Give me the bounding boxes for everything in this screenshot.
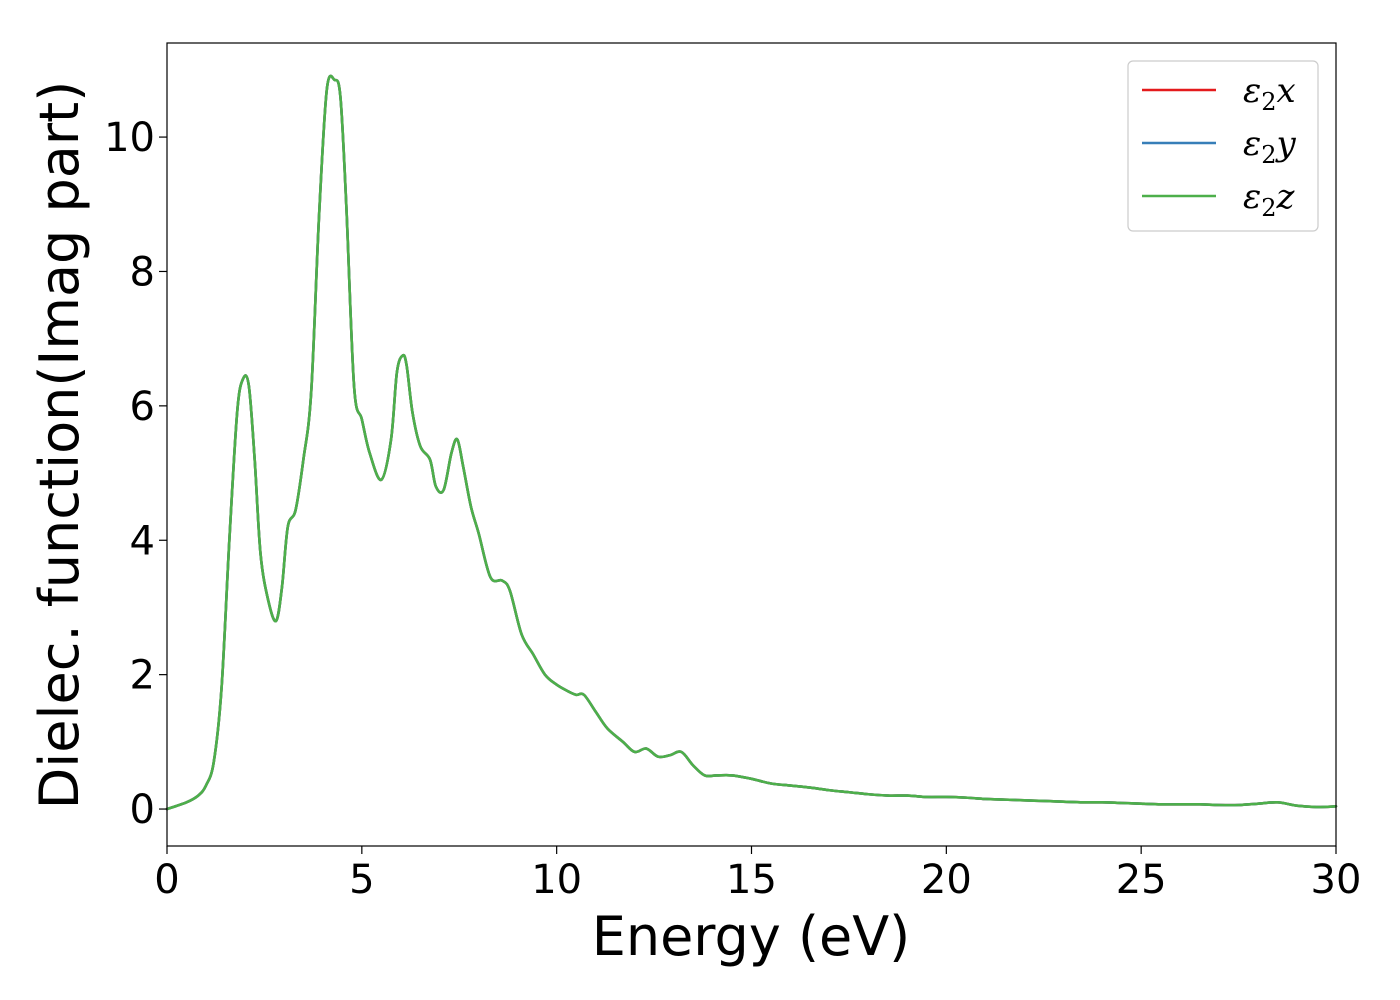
x-tick-label: 5 bbox=[349, 857, 374, 903]
legend-component: y bbox=[1275, 124, 1297, 164]
legend-component: z bbox=[1276, 177, 1296, 217]
legend-subscript: 2 bbox=[1261, 194, 1276, 222]
x-tick-label: 30 bbox=[1311, 857, 1362, 903]
legend-component: x bbox=[1277, 71, 1296, 111]
legend-label-x: ε2x bbox=[1243, 71, 1296, 116]
x-tick-label: 10 bbox=[531, 857, 582, 903]
legend-frame bbox=[1127, 60, 1319, 232]
x-axis-label: Energy (eV) bbox=[592, 905, 911, 968]
y-tick-label: 6 bbox=[130, 384, 155, 430]
y-tick-label: 4 bbox=[130, 518, 155, 564]
legend-subscript: 2 bbox=[1261, 141, 1276, 169]
y-axis-label: Dielec. function(Imag part) bbox=[28, 81, 91, 810]
series-line-z bbox=[165, 74, 1338, 811]
legend-symbol: ε bbox=[1243, 71, 1261, 111]
legend-label-y: ε2y bbox=[1243, 124, 1297, 169]
y-tick-label: 8 bbox=[130, 249, 155, 295]
legend-symbol: ε bbox=[1243, 124, 1261, 164]
x-tick-label: 25 bbox=[1116, 857, 1167, 903]
x-tick-label: 0 bbox=[154, 857, 179, 903]
x-tick-label: 20 bbox=[921, 857, 972, 903]
y-tick-label: 2 bbox=[130, 653, 155, 699]
x-axis: 0 5 10 15 20 25 30 bbox=[154, 846, 1361, 903]
y-axis: 0 2 4 6 8 10 bbox=[104, 115, 167, 833]
legend-subscript: 2 bbox=[1261, 88, 1276, 116]
legend-label-z: ε2z bbox=[1243, 177, 1296, 222]
y-tick-label: 0 bbox=[130, 787, 155, 833]
series-layer bbox=[165, 74, 1338, 811]
y-tick-label: 10 bbox=[104, 115, 155, 161]
x-tick-label: 15 bbox=[726, 857, 777, 903]
legend-symbol: ε bbox=[1243, 177, 1261, 217]
